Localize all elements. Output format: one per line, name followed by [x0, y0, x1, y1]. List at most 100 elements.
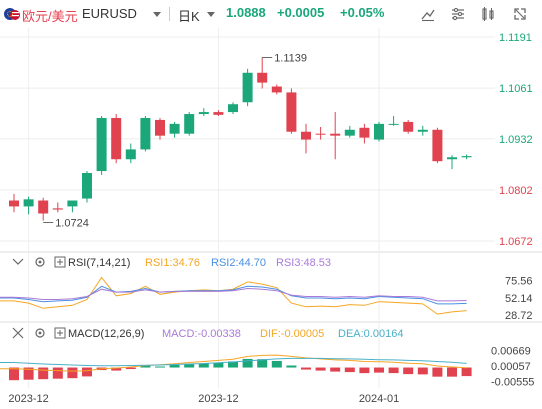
macd-bar — [330, 367, 341, 372]
candle — [344, 125, 355, 138]
period-selector[interactable]: 日K — [178, 9, 200, 24]
candle — [315, 127, 326, 140]
candle — [140, 116, 151, 152]
macd-tick-label: 0.00669 — [491, 346, 531, 358]
collapse-icon[interactable] — [12, 258, 24, 265]
macd-bar — [198, 363, 209, 368]
macd-bar — [155, 366, 165, 368]
draw-line-button[interactable] — [418, 4, 438, 24]
price-axis: 1.1191 1.1061 1.0932 1.0802 1.0672 — [499, 32, 533, 248]
candle-body — [38, 200, 49, 214]
price-tick-label: 1.1061 — [499, 83, 533, 95]
candle — [155, 117, 165, 140]
candle — [286, 88, 297, 134]
candle-body — [228, 104, 238, 113]
collapse-icon[interactable] — [12, 327, 24, 339]
pair-name-cn[interactable]: 欧元/美元 — [22, 9, 78, 24]
rsi-tick-label: 28.72 — [505, 310, 533, 322]
macd-bar — [67, 367, 78, 379]
divider — [169, 7, 170, 21]
current-price: 1.0888 — [226, 5, 266, 20]
price-tick-label: 1.1191 — [499, 32, 532, 44]
candle-body — [213, 112, 224, 115]
gear-icon[interactable] — [35, 328, 45, 338]
candle — [330, 112, 341, 160]
dif-value: DIF:-0.00005 — [260, 328, 324, 340]
macd-bar — [301, 367, 311, 370]
candle — [228, 102, 238, 115]
candle-body — [315, 133, 326, 135]
macd-bar — [374, 367, 384, 373]
candle-body — [9, 200, 19, 207]
candle — [169, 121, 180, 138]
macd-series — [0, 354, 472, 381]
candle-body — [257, 72, 268, 83]
macd-bar — [213, 362, 224, 368]
candle-body — [155, 119, 165, 136]
time-tick-label: 2023-12 — [198, 393, 238, 405]
time-axis: 2023-12 2023-12 2024-01 — [8, 393, 399, 405]
macd-bar — [359, 367, 370, 374]
candle — [82, 171, 92, 203]
indicator-icon — [482, 7, 494, 21]
indicator-toggle-icon[interactable] — [54, 256, 66, 268]
candle-body — [403, 121, 414, 132]
indicator-button[interactable] — [478, 4, 498, 24]
price-tick-label: 1.0932 — [499, 134, 533, 146]
indicator-toggle-icon[interactable] — [54, 327, 66, 339]
macd-tick-label: -0.00555 — [491, 377, 534, 389]
settings-sliders-icon — [452, 7, 464, 21]
candle-body — [374, 123, 384, 140]
candle — [96, 116, 107, 175]
rsi-label: RSI(7,14,21) — [68, 257, 130, 269]
macd-value: MACD:-0.00338 — [162, 328, 241, 340]
chevron-down-icon[interactable] — [153, 12, 161, 17]
macd-axis: 0.00669 0.00057 -0.00555 — [491, 346, 534, 389]
rsi-header: RSI(7,14,21) RSI1:34.76 RSI2:44.70 RSI3:… — [12, 256, 331, 269]
dea-value: DEA:0.00164 — [338, 328, 403, 340]
macd-bar — [417, 367, 428, 375]
macd-bar — [286, 365, 297, 368]
macd-bar — [140, 365, 151, 368]
price-change: +0.0005 — [277, 5, 325, 20]
candle-body — [271, 86, 282, 93]
candle-body — [67, 200, 78, 207]
candle-body — [286, 92, 297, 132]
macd-bar — [315, 367, 326, 371]
candle — [359, 123, 370, 144]
gear-icon[interactable] — [35, 257, 45, 267]
header-bar: 欧元/美元 EURUSD 日K 1.0888 +0.0005 +0.05% — [0, 0, 542, 28]
candle — [198, 108, 209, 117]
pair-code[interactable]: EURUSD — [82, 6, 137, 21]
rsi-axis: 75.56 52.14 28.72 — [505, 276, 533, 322]
fullscreen-button[interactable] — [510, 4, 530, 24]
dif-line — [0, 354, 467, 372]
candle-body — [301, 131, 311, 140]
candle — [374, 121, 384, 142]
macd-bar — [257, 359, 268, 368]
candle-body — [198, 112, 209, 115]
macd-bar — [388, 367, 399, 374]
macd-bar — [461, 367, 472, 377]
candle — [432, 127, 443, 164]
candle — [184, 112, 195, 136]
settings-sliders-button[interactable] — [448, 4, 468, 24]
candle-body — [432, 129, 443, 162]
fullscreen-icon — [514, 8, 526, 20]
candle-body — [82, 173, 92, 199]
time-tick-label: 2023-12 — [8, 393, 48, 405]
candle — [388, 116, 399, 126]
rsi-tick-label: 75.56 — [505, 276, 533, 288]
candle-body — [96, 117, 107, 172]
grid-lines — [0, 28, 542, 388]
rsi2-line — [0, 285, 467, 305]
candle-body — [125, 149, 136, 160]
rsi-tick-label: 52.14 — [505, 293, 533, 305]
macd-bar — [125, 367, 136, 370]
candle — [125, 143, 136, 164]
rsi-lines — [0, 276, 467, 315]
chevron-down-icon[interactable] — [207, 12, 215, 17]
macd-bar — [82, 367, 92, 377]
